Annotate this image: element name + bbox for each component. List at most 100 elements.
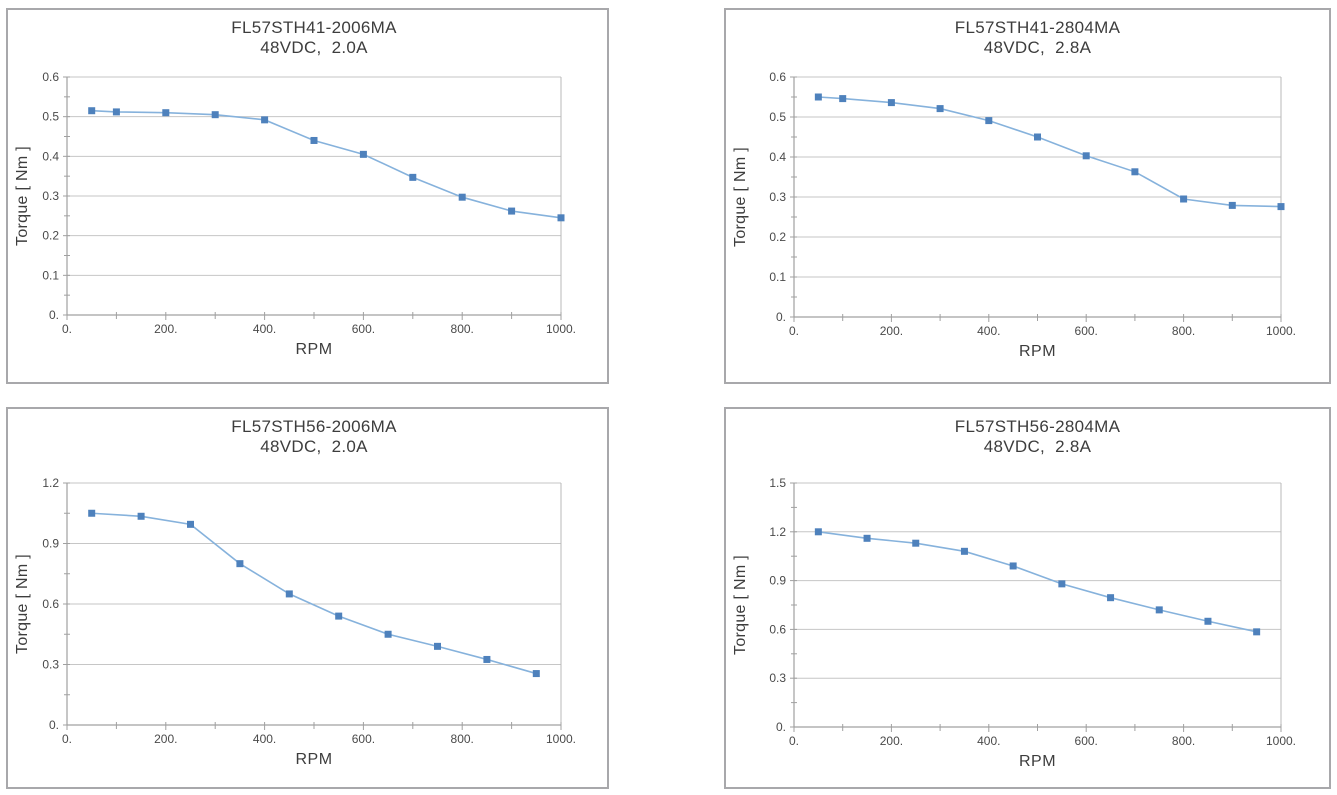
data-point-marker: [310, 136, 318, 144]
x-tick-label: 400.: [253, 732, 276, 746]
data-point-marker: [1180, 195, 1188, 203]
y-tick-label: 0.5: [42, 110, 59, 124]
y-tick-label: 0.2: [42, 229, 59, 243]
chart-title: FL57STH41-2804MA: [954, 18, 1121, 37]
data-point-marker: [863, 534, 871, 542]
chart-title-block: FL57STH41-2804MA 48VDC, 2.8A: [794, 18, 1281, 58]
x-tick-label: 0.: [62, 732, 72, 746]
data-point-marker: [1107, 594, 1115, 602]
data-point-marker: [887, 99, 895, 107]
y-tick-label: 0.6: [42, 70, 59, 84]
y-tick-label: 0.: [776, 310, 786, 324]
torque-rpm-plot: 0. 0.1 0.2 0.3 0.4 0.5 0.6 0. 200. 400. 600. 800. 10…: [769, 70, 1296, 338]
data-point-marker: [814, 93, 822, 101]
x-tick-label: 400.: [977, 324, 1000, 338]
y-tick-label: 1.5: [769, 476, 786, 490]
chart-subtitle: 48VDC, 2.8A: [983, 437, 1092, 456]
y-tick-label: 0.6: [769, 622, 786, 636]
data-point-marker: [1058, 580, 1066, 588]
x-tick-label: 800.: [1172, 324, 1195, 338]
x-tick-label: 0.: [62, 322, 72, 336]
y-tick-label: 0.3: [769, 190, 786, 204]
x-tick-label: 600.: [352, 732, 375, 746]
x-tick-label: 800.: [451, 322, 474, 336]
data-point-marker: [335, 612, 343, 620]
y-tick-label: 0.1: [42, 268, 59, 282]
data-point-marker: [508, 207, 516, 215]
y-tick-label: 0.3: [42, 658, 59, 672]
torque-curve: [91, 512, 537, 675]
data-point-marker: [1009, 562, 1017, 570]
data-point-marker: [1204, 617, 1212, 625]
chart-title: FL57STH41-2006MA: [231, 18, 397, 37]
x-tick-label: 1000.: [1266, 324, 1296, 338]
data-point-marker: [1277, 203, 1285, 211]
data-point-marker: [1082, 152, 1090, 160]
x-tick-label: 200.: [154, 732, 177, 746]
data-point-marker: [162, 109, 170, 117]
chart-panel-fl57sth56-2804ma: 0. 0.3 0.6 0.9 1.2 1.5 0. 200. 400. 600. 800. 1000.…: [724, 407, 1331, 789]
torque-rpm-plot: 0. 0.1 0.2 0.3 0.4 0.5 0.6 0. 200. 400. 600. 800. 10…: [42, 70, 576, 336]
data-point-marker: [557, 214, 565, 222]
y-tick-label: 0.: [49, 308, 59, 322]
chart-title: FL57STH56-2006MA: [231, 417, 397, 436]
data-point-marker: [112, 108, 120, 116]
x-tick-label: 200.: [880, 324, 903, 338]
x-tick-label: 0.: [789, 324, 799, 338]
data-point-marker: [434, 642, 441, 650]
data-point-marker: [384, 630, 392, 638]
chart-panel-fl57sth41-2006ma: 0. 0.1 0.2 0.3 0.4 0.5 0.6 0. 200. 400. 600. 800. 10…: [6, 8, 609, 384]
y-tick-label: 0.5: [769, 110, 786, 124]
data-point-marker: [261, 116, 269, 124]
data-point-marker: [409, 173, 417, 181]
x-tick-label: 600.: [1075, 734, 1098, 748]
x-tick-label: 400.: [977, 734, 1000, 748]
chart-panel-fl57sth56-2006ma: 0. 0.3 0.6 0.9 1.2 0. 200. 400. 600. 800. 1000. FL…: [6, 407, 609, 789]
y-tick-label: 0.6: [769, 70, 786, 84]
data-point-marker: [285, 590, 293, 598]
x-tick-label: 800.: [451, 732, 474, 746]
x-tick-label: 600.: [352, 322, 375, 336]
data-point-marker: [839, 95, 847, 103]
data-point-marker: [1034, 133, 1041, 141]
y-tick-label: 0.4: [42, 149, 59, 163]
x-tick-label: 800.: [1172, 734, 1195, 748]
y-tick-label: 0.2: [769, 230, 786, 244]
data-point-marker: [985, 117, 993, 125]
y-tick-label: 0.6: [42, 597, 59, 611]
y-axis-label: Torque [ Nm ]: [732, 555, 749, 655]
data-point-marker: [1155, 606, 1163, 614]
data-point-marker: [187, 520, 194, 528]
y-tick-label: 0.4: [769, 150, 786, 164]
data-point-marker: [1131, 168, 1139, 176]
torque-rpm-plot: 0. 0.3 0.6 0.9 1.2 0. 200. 400. 600. 800. 1000.: [42, 476, 576, 746]
y-tick-label: 1.2: [769, 525, 786, 539]
y-tick-label: 0.9: [42, 537, 59, 551]
x-axis-label: RPM: [1018, 753, 1057, 770]
chart-title: FL57STH56-2804MA: [954, 417, 1121, 436]
torque-rpm-plot: 0. 0.3 0.6 0.9 1.2 1.5 0. 200. 400. 600. 800. 1000.: [769, 476, 1296, 748]
x-axis-label: RPM: [295, 751, 333, 768]
data-point-marker: [1228, 201, 1236, 209]
data-point-marker: [483, 655, 491, 663]
x-axis-label: RPM: [1018, 343, 1057, 360]
data-point-marker: [211, 111, 219, 119]
y-axis-label: Torque [ Nm ]: [14, 146, 31, 246]
chart-subtitle: 48VDC, 2.0A: [260, 437, 368, 456]
y-axis-label: Torque [ Nm ]: [732, 147, 749, 247]
x-axis-label: RPM: [295, 341, 333, 358]
chart-title-block: FL57STH41-2006MA 48VDC, 2.0A: [67, 18, 561, 58]
data-point-marker: [814, 528, 822, 536]
torque-curve: [818, 96, 1282, 208]
x-tick-label: 1000.: [546, 322, 576, 336]
y-tick-label: 0.1: [769, 270, 786, 284]
y-tick-label: 1.2: [42, 476, 59, 490]
data-point-marker: [88, 107, 96, 115]
data-point-marker: [458, 193, 466, 201]
torque-curve: [91, 109, 562, 219]
y-tick-label: 0.3: [42, 189, 59, 203]
data-point-marker: [88, 509, 96, 517]
chart-subtitle: 48VDC, 2.0A: [260, 38, 368, 57]
chart-subtitle: 48VDC, 2.8A: [983, 38, 1092, 57]
data-point-marker: [936, 105, 944, 113]
